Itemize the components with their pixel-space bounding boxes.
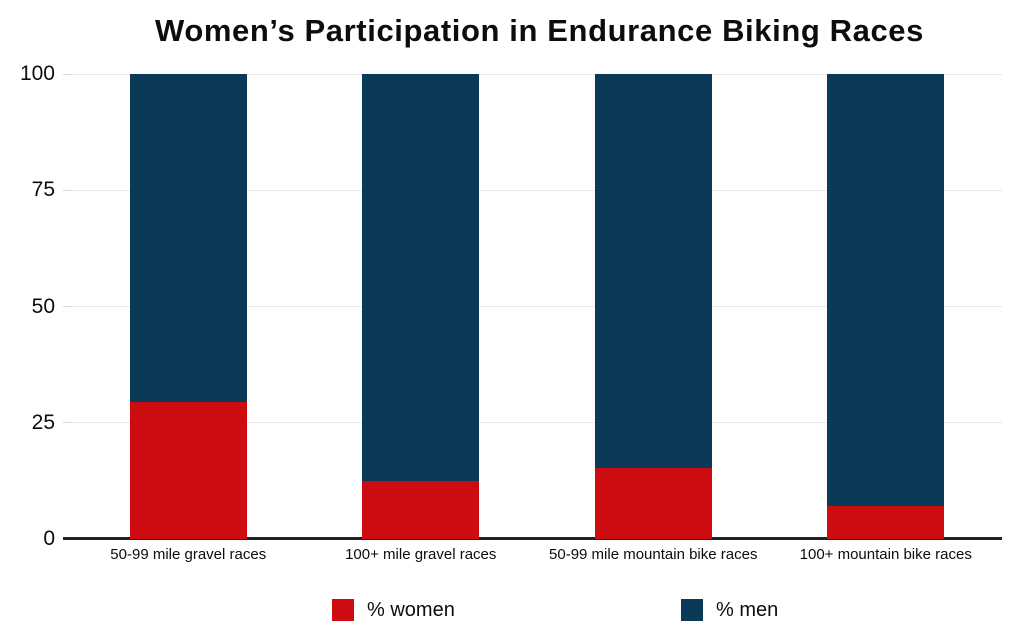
bar-group-0 <box>129 74 247 539</box>
bar-segment-men-0 <box>129 74 247 403</box>
bar-group-2 <box>594 74 712 539</box>
y-tick-100 <box>63 73 72 75</box>
gridline-100 <box>72 73 1002 75</box>
y-tick-50 <box>63 306 72 307</box>
gridline-50 <box>72 306 1002 307</box>
x-axis-label-2: 50-99 mile mountain bike races <box>549 546 758 563</box>
y-tick-75 <box>63 189 72 191</box>
bar-segment-women-3 <box>827 505 945 539</box>
legend-label-men: % men <box>716 598 779 621</box>
x-axis-label-0: 50-99 mile gravel races <box>110 546 267 563</box>
plot-area: 0 25 50 75 100 <box>20 62 1002 550</box>
y-axis-label-25: 25 <box>31 410 55 434</box>
legend-swatch-men <box>681 599 703 621</box>
y-axis-label-0: 0 <box>43 527 55 550</box>
chart-title: Women’s Participation in Endurance Bikin… <box>155 13 924 48</box>
y-axis-label-50: 50 <box>31 294 55 318</box>
gridline-75 <box>72 189 1002 191</box>
y-axis-label-75: 75 <box>31 178 55 202</box>
bar-segment-women-0 <box>129 402 247 539</box>
gridline-25 <box>72 422 1002 424</box>
bar-segment-men-2 <box>594 74 712 468</box>
y-axis-label-100: 100 <box>19 62 55 85</box>
bar-group-1 <box>362 74 480 539</box>
bar-segment-women-1 <box>362 480 480 539</box>
bar-segment-men-1 <box>362 74 480 481</box>
legend-item-women: % women <box>332 597 455 623</box>
bar-segment-men-3 <box>827 74 945 506</box>
bar-segment-women-2 <box>594 467 712 539</box>
bar-group-3 <box>827 74 945 539</box>
x-axis-labels: 50-99 mile gravel races 100+ mile gravel … <box>72 546 1002 563</box>
x-axis-line <box>63 537 1002 540</box>
y-tick-25 <box>63 422 72 424</box>
x-axis-label-1: 100+ mile gravel races <box>345 546 497 563</box>
legend: % women % men <box>0 597 1023 623</box>
legend-swatch-women <box>332 599 354 621</box>
legend-item-men: % men <box>681 597 778 623</box>
legend-label-women: % women <box>367 598 455 621</box>
x-axis-label-3: 100+ mountain bike races <box>799 546 972 563</box>
